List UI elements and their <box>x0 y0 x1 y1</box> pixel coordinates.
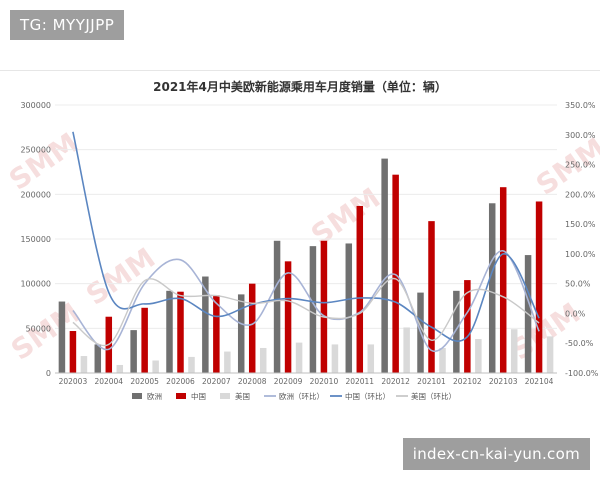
bar-us <box>259 347 267 373</box>
bar-eu <box>273 240 281 373</box>
bar-cn <box>428 221 435 373</box>
bar-us <box>475 339 482 373</box>
bar-cn <box>248 283 256 373</box>
bar-eu <box>345 243 353 373</box>
bar-us <box>295 342 303 373</box>
right-tick-label: 250.0% <box>565 161 596 170</box>
legend-swatch <box>220 393 230 399</box>
bar-eu <box>309 246 317 373</box>
bar-cn <box>320 240 328 373</box>
line-eu-mom <box>72 250 540 353</box>
bar-cn <box>535 201 543 373</box>
x-tick-label: 202103 <box>489 377 518 386</box>
bar-cn <box>213 295 220 373</box>
x-tick-label: 202012 <box>381 377 410 386</box>
x-axis: 202003 202004 202005 202006 202007 202008 2020… <box>55 372 557 386</box>
bar-eu <box>453 290 460 373</box>
right-tick-label: 200.0% <box>565 190 596 199</box>
x-tick-label: 202101 <box>417 377 446 386</box>
watermark-mark: SMM <box>80 241 161 312</box>
bar-cn <box>499 187 507 373</box>
bar-us <box>116 364 124 373</box>
x-tick-label: 202006 <box>166 377 195 386</box>
bar-eu <box>130 330 137 373</box>
bar-eu <box>58 301 66 373</box>
right-tick-label: 350.0% <box>565 101 596 110</box>
bar-us <box>439 347 446 373</box>
x-tick-label: 202009 <box>274 377 303 386</box>
bar-cn <box>69 331 77 373</box>
left-tick-label: 100000 <box>20 280 51 289</box>
overlay-url: index-cn-kai-yun.com <box>402 438 590 470</box>
left-tick-label: 50000 <box>26 324 51 333</box>
bar-us <box>80 356 88 373</box>
legend-label: 欧洲 <box>147 391 162 401</box>
bar-us <box>331 344 339 373</box>
right-tick-label: -50.0% <box>565 339 594 348</box>
line-us-mom <box>72 278 540 347</box>
chart-card: SMM SMM SMM SMM SMM SMM 2021年4月中美欧新能源乘用车月度销量（… <box>0 70 600 411</box>
bar-us <box>188 356 195 373</box>
left-axis: 0 50000 100000 150000 200000 250000 300000 <box>20 101 51 378</box>
bar-cn <box>177 291 184 373</box>
bar-eu <box>94 344 102 373</box>
lines-layer <box>72 131 540 353</box>
right-tick-label: -100.0% <box>565 369 599 378</box>
bar-us <box>510 329 518 373</box>
legend-label: 欧洲（环比） <box>279 391 324 401</box>
overlay-tag: TG: MYYJJPP <box>10 10 125 40</box>
left-tick-label: 0 <box>46 369 51 378</box>
bar-us <box>546 336 554 373</box>
x-tick-label: 202102 <box>453 377 482 386</box>
x-tick-label: 202008 <box>238 377 267 386</box>
legend-swatch <box>176 393 186 399</box>
right-tick-label: 150.0% <box>565 220 596 229</box>
left-tick-label: 150000 <box>20 235 51 244</box>
chart-title: 2021年4月中美欧新能源乘用车月度销量（单位：辆） <box>153 79 447 94</box>
watermark-mark: SMM <box>305 181 386 252</box>
bar-cn <box>464 280 471 373</box>
bar-eu <box>202 276 209 373</box>
x-tick-label: 202104 <box>525 377 554 386</box>
right-tick-label: 300.0% <box>565 131 596 140</box>
bar-cn <box>356 205 364 373</box>
watermark-mark: SMM <box>3 126 84 197</box>
legend-label: 中国 <box>191 391 206 401</box>
legend: 欧洲 中国 美国 欧洲（环比） 中国（环比） 美国（环比） <box>132 391 456 401</box>
x-tick-label: 202003 <box>59 377 88 386</box>
left-tick-label: 250000 <box>20 146 51 155</box>
x-tick-label: 202010 <box>310 377 339 386</box>
left-tick-label: 200000 <box>20 190 51 199</box>
line-cn-mom <box>72 131 540 342</box>
bar-eu <box>237 294 245 373</box>
grid-layer <box>55 104 557 374</box>
bar-us <box>224 351 231 373</box>
legend-label: 美国（环比） <box>411 391 456 401</box>
right-axis: -100.0% -50.0% 0.0% 50.0% 100.0% 150.0% 200.0%… <box>565 101 599 378</box>
bar-us <box>152 360 159 373</box>
bar-cn <box>284 261 292 373</box>
bar-cn <box>141 307 148 373</box>
x-tick-label: 202011 <box>345 377 374 386</box>
right-tick-label: 50.0% <box>565 280 591 289</box>
bar-eu <box>381 158 388 373</box>
bar-us <box>403 327 410 373</box>
x-tick-label: 202005 <box>130 377 159 386</box>
right-tick-label: 100.0% <box>565 250 596 259</box>
legend-label: 中国（环比） <box>345 391 390 401</box>
bar-eu <box>488 203 496 373</box>
left-tick-label: 300000 <box>20 101 51 110</box>
right-tick-label: 0.0% <box>565 309 586 318</box>
x-tick-label: 202007 <box>202 377 231 386</box>
legend-label: 美国 <box>235 391 250 401</box>
x-tick-label: 202004 <box>94 377 123 386</box>
legend-swatch <box>132 393 142 399</box>
bar-eu <box>166 290 173 373</box>
bar-us <box>367 344 375 373</box>
